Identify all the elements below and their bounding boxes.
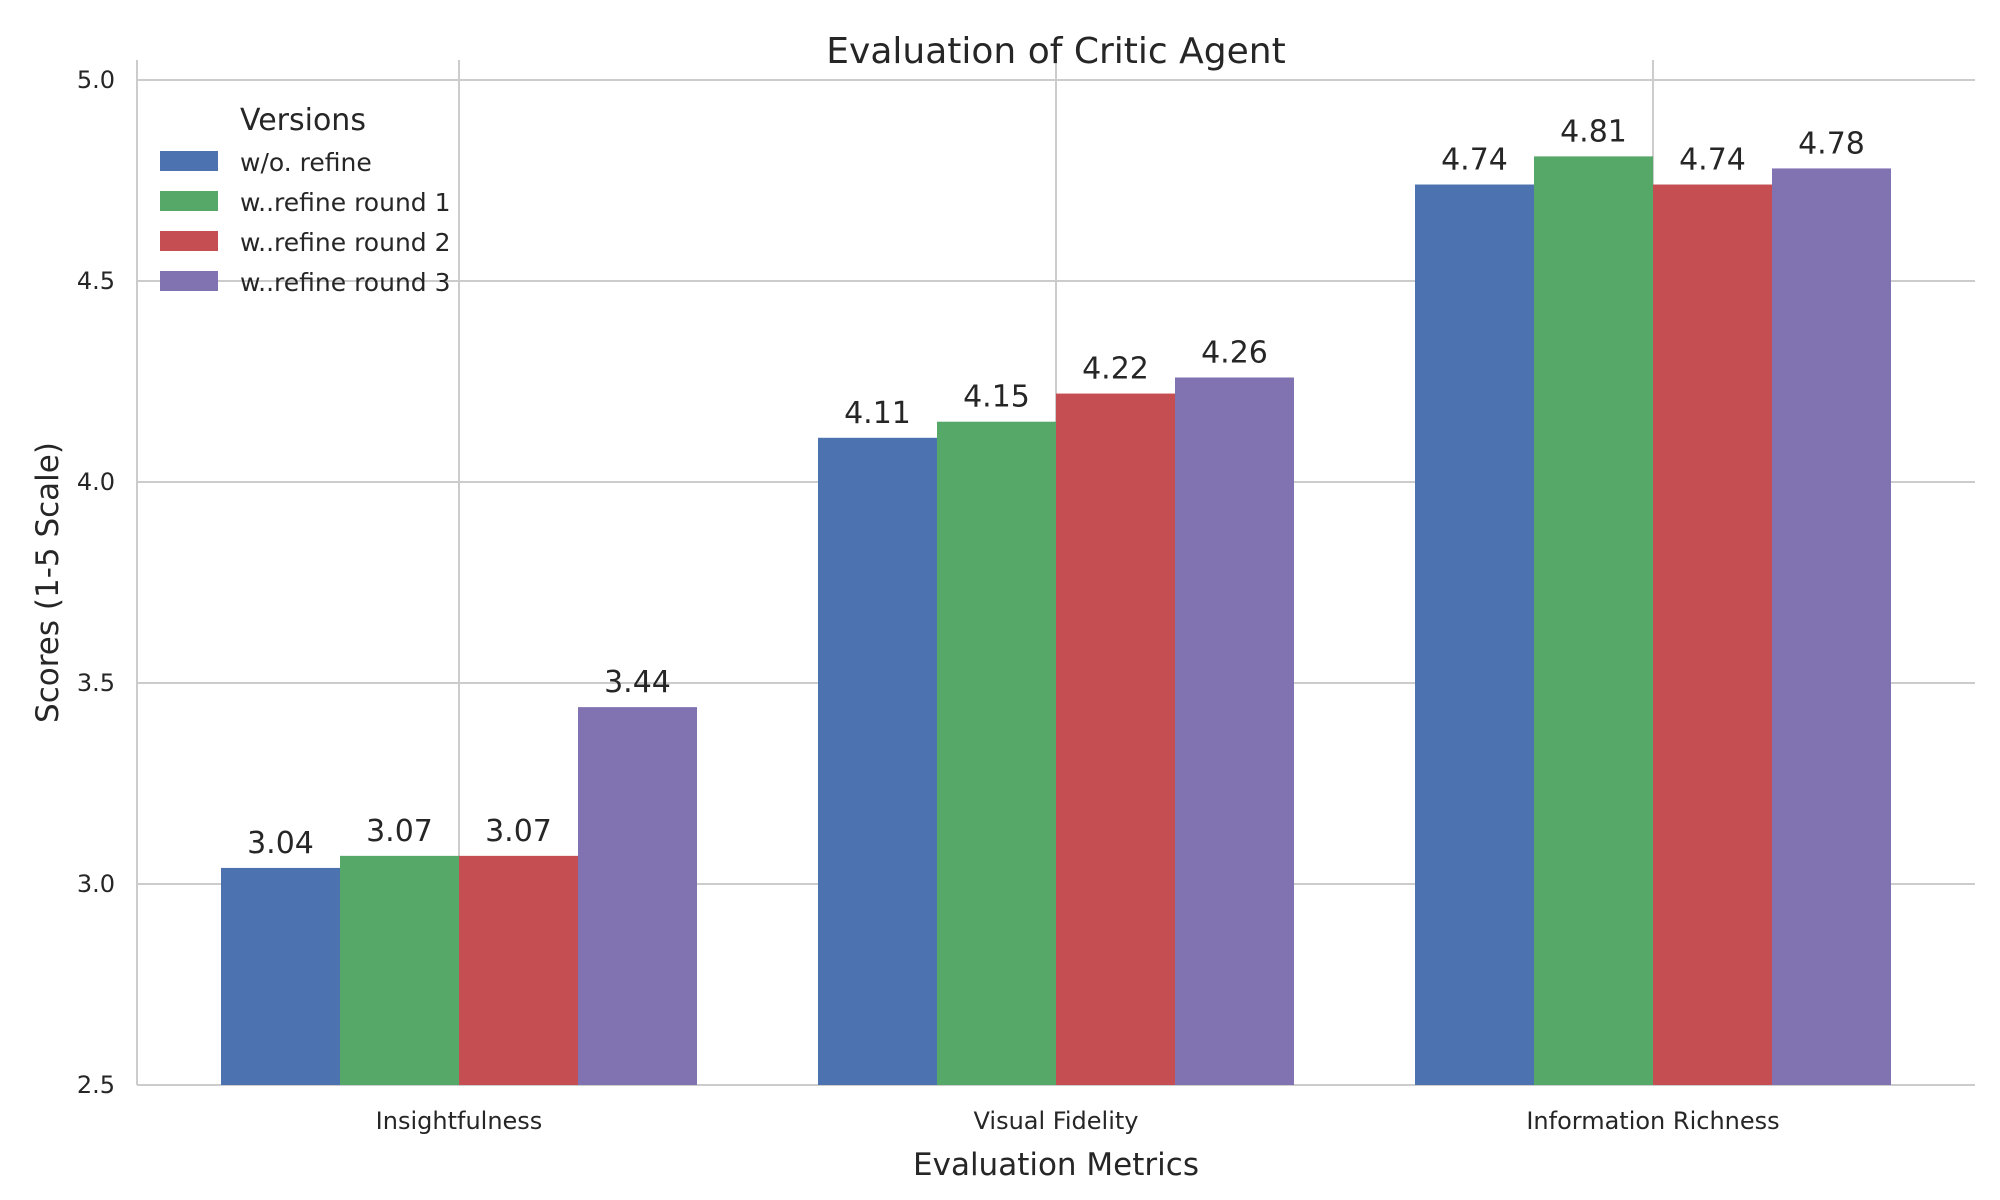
legend-swatch [160,151,218,171]
legend-swatch [160,271,218,291]
bar-2-1 [1534,156,1653,1085]
legend-swatch [160,231,218,251]
data-label: 4.78 [1798,126,1865,161]
bar-0-1 [340,855,459,1085]
x-axis-label: Evaluation Metrics [913,1147,1199,1183]
data-label: 4.26 [1201,335,1268,370]
data-label: 4.74 [1441,143,1508,178]
y-tick-label: 3.0 [77,870,115,898]
bar-2-2 [1653,184,1772,1085]
legend-title: Versions [240,103,366,138]
bar-1-2 [1056,393,1175,1085]
legend-label: w..refine round 3 [240,268,451,297]
labels-layer: 3.04 4.11 4.74 3.07 4.15 4.81 3.07 4.22 4.74 3.44… [247,114,1865,861]
y-tick-label: 2.5 [77,1071,115,1099]
legend-label: w..refine round 2 [240,228,451,257]
data-label: 3.04 [247,826,314,861]
data-label: 4.11 [844,396,911,431]
bar-0-2 [459,855,578,1085]
bar-1-3 [1175,377,1294,1086]
legend-swatch [160,191,218,211]
legend: w/o. refine w..refine round 1 w..refine ro… [160,148,451,297]
data-label: 4.15 [963,380,1030,415]
y-axis-label: Scores (1-5 Scale) [30,442,66,723]
data-label: 3.07 [366,814,433,849]
x-tick-label: Visual Fidelity [974,1107,1139,1135]
bar-1-0 [818,437,937,1085]
bar-2-0 [1415,184,1534,1085]
legend-label: w/o. refine [240,148,372,177]
data-label: 3.07 [485,814,552,849]
data-label: 4.74 [1679,143,1746,178]
y-tick-label: 4.5 [77,267,115,295]
y-tick-label: 4.0 [77,468,115,496]
y-tick-label: 5.0 [77,66,115,94]
x-tick-label: Insightfulness [376,1107,543,1135]
legend-label: w..refine round 1 [240,188,451,217]
bar-0-0 [221,867,340,1085]
bar-2-3 [1772,168,1891,1085]
chart-title: Evaluation of Critic Agent [826,31,1285,72]
y-tick-label: 3.5 [77,669,115,697]
bars-layer [221,156,1891,1086]
data-label: 4.22 [1082,352,1149,387]
data-label: 4.81 [1560,114,1627,149]
bar-0-3 [578,707,697,1085]
x-tick-label: Information Richness [1526,1107,1779,1135]
bar-1-1 [937,421,1056,1085]
data-label: 3.44 [604,665,671,700]
